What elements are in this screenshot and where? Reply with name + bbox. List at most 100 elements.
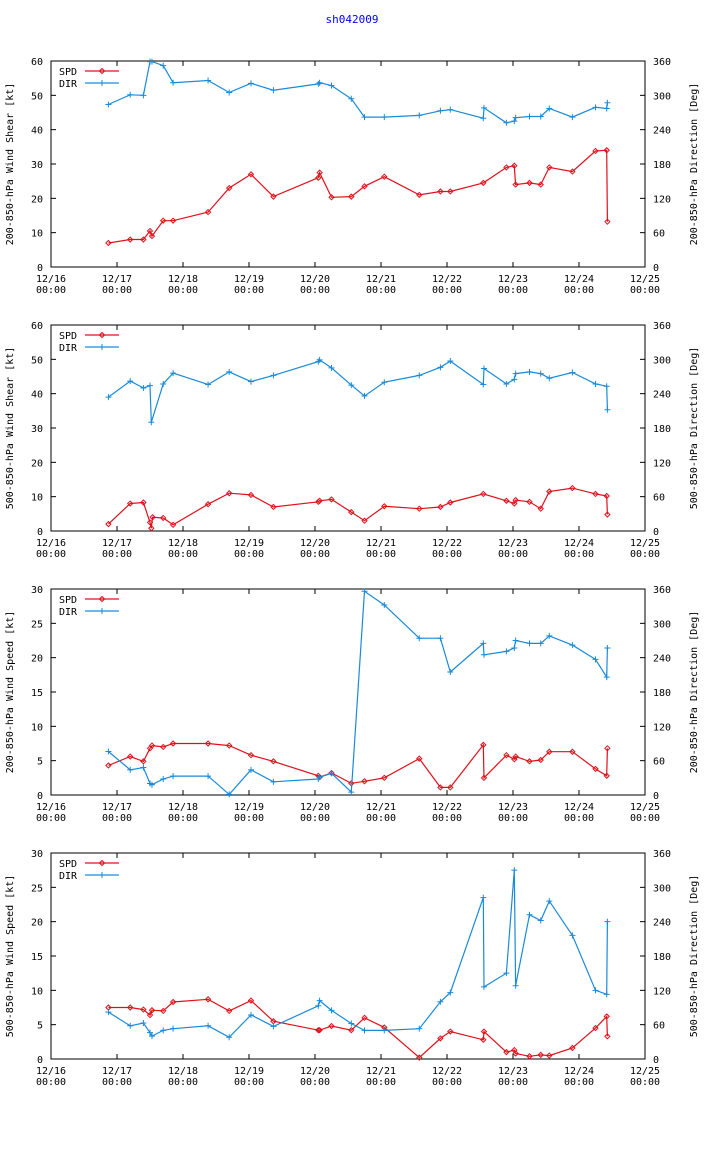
data-point-dir — [348, 95, 355, 102]
x-tick-label-time: 00:00 — [36, 549, 66, 560]
x-tick-label-time: 00:00 — [168, 813, 198, 824]
data-point-spd — [437, 1035, 444, 1042]
data-point-spd — [511, 500, 518, 507]
y-tick-label: 0 — [37, 1055, 43, 1066]
x-tick-label: 12/21 — [366, 538, 396, 549]
x-tick-label-time: 00:00 — [168, 549, 198, 560]
data-point-spd — [603, 772, 610, 779]
data-point-spd — [437, 188, 444, 195]
x-tick-label-time: 00:00 — [630, 285, 660, 296]
data-point-spd — [603, 147, 610, 154]
data-point-dir — [148, 419, 155, 426]
legend-label-spd: SPD — [59, 67, 77, 78]
x-tick-label: 12/23 — [498, 802, 528, 813]
data-point-spd — [247, 751, 255, 759]
data-point-spd — [503, 497, 510, 504]
data-point-dir — [160, 380, 167, 387]
x-tick-label-time: 00:00 — [498, 813, 528, 824]
x-tick-label: 12/21 — [366, 274, 396, 285]
data-point-dir — [546, 898, 553, 905]
legend-marker-dir — [99, 80, 105, 86]
y2-tick-label: 180 — [653, 424, 671, 435]
plot-frame — [50, 60, 646, 268]
data-point-dir — [604, 644, 611, 651]
data-point-dir — [480, 381, 487, 388]
data-point-spd — [159, 217, 167, 224]
data-point-dir — [512, 637, 519, 644]
x-tick-label: 12/22 — [432, 274, 462, 285]
x-tick-label-time: 00:00 — [300, 285, 330, 296]
data-point-spd — [204, 740, 212, 747]
data-point-dir — [511, 376, 518, 383]
legend-label-spd: SPD — [59, 595, 77, 606]
data-point-dir — [511, 644, 518, 651]
data-point-dir — [140, 764, 147, 771]
x-tick-label-time: 00:00 — [102, 285, 132, 296]
x-tick-label: 12/19 — [234, 1066, 264, 1077]
y-tick-label: 15 — [31, 688, 43, 699]
data-point-spd — [503, 1048, 510, 1056]
x-tick-label-time: 00:00 — [498, 549, 528, 560]
data-point-dir — [205, 381, 212, 388]
y2-tick-label: 360 — [653, 585, 671, 596]
y2-tick-label: 180 — [653, 160, 671, 171]
y-tick-label: 20 — [31, 458, 43, 469]
data-point-spd — [592, 490, 599, 498]
data-point-dir — [537, 113, 544, 120]
data-point-spd — [604, 745, 611, 752]
data-point-spd — [416, 1054, 423, 1061]
data-point-dir — [604, 99, 611, 106]
y-tick-label: 25 — [31, 619, 43, 630]
data-point-spd — [437, 784, 444, 791]
data-point-spd — [159, 1007, 167, 1015]
data-point-dir — [361, 588, 368, 595]
data-point-dir — [512, 370, 519, 377]
data-point-spd — [105, 762, 112, 769]
data-point-spd — [140, 758, 147, 765]
data-point-dir — [205, 773, 212, 780]
data-point-spd — [480, 490, 487, 498]
data-point-dir — [526, 911, 533, 918]
y-tick-label: 40 — [31, 126, 43, 137]
data-point-spd — [148, 525, 155, 532]
x-tick-label-time: 00:00 — [630, 549, 660, 560]
data-point-dir — [270, 778, 277, 785]
data-point-spd — [447, 499, 454, 506]
data-point-dir — [526, 640, 533, 647]
x-tick-label: 12/16 — [36, 538, 66, 549]
data-point-spd — [140, 1006, 147, 1013]
data-point-spd — [381, 173, 388, 180]
x-tick-label-time: 00:00 — [498, 285, 528, 296]
data-point-spd — [204, 501, 212, 508]
data-point-dir — [447, 358, 454, 365]
data-point-spd — [512, 753, 519, 760]
data-point-dir — [381, 114, 388, 121]
data-point-spd — [105, 1004, 112, 1011]
y2-tick-label: 180 — [653, 688, 671, 699]
data-point-dir — [105, 1009, 112, 1016]
data-point-dir — [480, 640, 487, 647]
data-point-spd — [348, 1026, 355, 1034]
data-point-spd — [416, 505, 423, 512]
data-point-spd — [416, 191, 423, 199]
x-tick-label: 12/25 — [630, 802, 660, 813]
data-point-spd — [126, 236, 134, 243]
data-point-dir — [270, 372, 277, 379]
data-point-spd — [140, 499, 147, 506]
data-point-dir — [416, 112, 423, 119]
x-tick-label: 12/21 — [366, 802, 396, 813]
data-point-dir — [147, 382, 153, 389]
page-title: sh042009 — [325, 13, 379, 26]
x-tick-label-time: 00:00 — [564, 285, 594, 296]
data-point-spd — [604, 511, 611, 518]
data-point-dir — [348, 789, 355, 796]
data-point-spd — [526, 498, 533, 506]
data-point-dir — [148, 781, 155, 788]
data-point-dir — [526, 113, 533, 120]
x-tick-label: 12/19 — [234, 802, 264, 813]
y2-tick-label: 360 — [653, 849, 671, 860]
x-tick-label-time: 00:00 — [234, 1077, 264, 1088]
data-point-dir — [546, 105, 553, 112]
y2-tick-label: 60 — [653, 493, 665, 504]
